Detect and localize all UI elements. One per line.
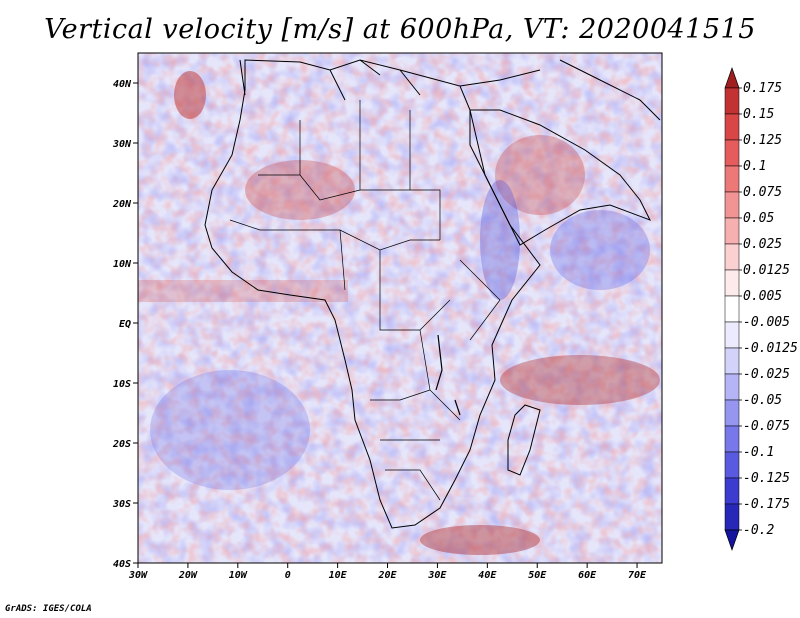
colorbar-label: -0.025 bbox=[743, 367, 790, 382]
y-tick-label: EQ bbox=[119, 319, 131, 330]
madagascar-coast bbox=[507, 404, 541, 476]
y-tick-label: 30S bbox=[112, 499, 131, 510]
colorbar: 0.175 0.15 0.125 0.1 0.075 0.05 0.025 0.0125 0.0… bbox=[724, 66, 798, 552]
y-tick-label: 20N bbox=[112, 199, 132, 210]
colorbar-label: -0.1 bbox=[743, 445, 774, 460]
colorbar-label: 0.05 bbox=[743, 211, 774, 226]
x-tick-label: 70E bbox=[628, 570, 647, 581]
y-tick-label: 10N bbox=[113, 259, 132, 270]
colorbar-label: -0.125 bbox=[743, 471, 790, 486]
x-tick-label: 60E bbox=[578, 570, 597, 581]
colorbar-label: -0.2 bbox=[743, 523, 774, 538]
y-axis: 40N 30N 20N 10N EQ 10S 20S 30S 40S bbox=[112, 79, 138, 570]
colorbar-segment bbox=[724, 347, 740, 375]
feature-southern-front bbox=[420, 525, 540, 555]
lakes bbox=[435, 334, 461, 416]
colorbar-segment bbox=[724, 87, 740, 115]
colorbar-segment bbox=[724, 321, 740, 349]
colorbar-label: 0.15 bbox=[743, 107, 774, 122]
feature-itcz-band bbox=[138, 280, 348, 302]
map-frame bbox=[137, 52, 663, 564]
colorbar-segment bbox=[724, 243, 740, 271]
colorbar-label: 0.175 bbox=[743, 81, 782, 96]
colorbar-segment bbox=[724, 425, 740, 453]
colorbar-label: 0.025 bbox=[743, 237, 782, 252]
colorbar-top-arrow bbox=[724, 66, 740, 89]
colorbar-label: 0.125 bbox=[743, 133, 782, 148]
colorbar-segment bbox=[724, 139, 740, 167]
colorbar-segment bbox=[724, 113, 740, 141]
feature-arabian-sea-descent bbox=[550, 210, 650, 290]
feature-arabia bbox=[495, 135, 585, 215]
x-tick-label: 30W bbox=[128, 570, 148, 581]
colorbar-label: 0.075 bbox=[743, 185, 782, 200]
colorbar-label: 0.0125 bbox=[743, 263, 790, 278]
colorbar-label: -0.0125 bbox=[743, 341, 798, 356]
feature-atlantic-ascent bbox=[174, 71, 206, 119]
colorbar-segment bbox=[724, 477, 740, 505]
field-noise-red bbox=[138, 53, 662, 563]
feature-east-africa-descent bbox=[480, 180, 520, 300]
x-tick-label: 40E bbox=[478, 570, 497, 581]
northern-coasts bbox=[239, 59, 661, 121]
x-tick-label: 50E bbox=[528, 570, 547, 581]
colorbar-segment bbox=[724, 451, 740, 479]
x-tick-label: 10W bbox=[229, 570, 248, 581]
colorbar-segment bbox=[724, 165, 740, 193]
x-tick-label: 20W bbox=[178, 570, 198, 581]
colorbar-segment bbox=[724, 399, 740, 427]
colorbar-label: 0.005 bbox=[743, 289, 782, 304]
arabia-coast bbox=[469, 109, 652, 246]
x-tick-label: 0 bbox=[285, 570, 291, 581]
x-tick-label: 30E bbox=[427, 570, 447, 581]
y-tick-label: 30N bbox=[112, 139, 132, 150]
colorbar-label: -0.075 bbox=[743, 419, 790, 434]
colorbar-bottom-arrow bbox=[724, 529, 740, 552]
colorbar-segment bbox=[724, 373, 740, 401]
x-axis: 30W 20W 10W 0 10E 20E 30E 40E 50E 60E 70E bbox=[128, 563, 647, 581]
colorbar-label: -0.05 bbox=[743, 393, 782, 408]
y-tick-label: 20S bbox=[112, 439, 131, 450]
credit-text: GrADS: IGES/COLA bbox=[5, 604, 92, 614]
feature-indian-ocean bbox=[500, 355, 660, 405]
y-tick-label: 10S bbox=[113, 379, 131, 390]
colorbar-label: 0.1 bbox=[743, 159, 766, 174]
chart-title: Vertical velocity [m/s] at 600hPa, VT: 2… bbox=[44, 14, 756, 45]
velocity-field bbox=[138, 53, 662, 563]
colorbar-label: -0.005 bbox=[743, 315, 790, 330]
colorbar-segment bbox=[724, 217, 740, 245]
colorbar-segment bbox=[724, 191, 740, 219]
colorbar-segment bbox=[724, 269, 740, 297]
y-tick-label: 40N bbox=[113, 79, 132, 90]
y-tick-label: 40S bbox=[113, 559, 131, 570]
colorbar-label: -0.175 bbox=[743, 497, 790, 512]
coastlines bbox=[204, 59, 661, 529]
x-tick-label: 20E bbox=[377, 570, 397, 581]
africa-coast bbox=[204, 59, 541, 529]
feature-south-atlantic-descent bbox=[150, 370, 310, 490]
x-tick-label: 10E bbox=[329, 570, 348, 581]
country-borders bbox=[229, 100, 501, 501]
borders bbox=[229, 100, 501, 501]
colorbar-segment bbox=[724, 295, 740, 323]
colorbar-segment bbox=[724, 503, 740, 531]
